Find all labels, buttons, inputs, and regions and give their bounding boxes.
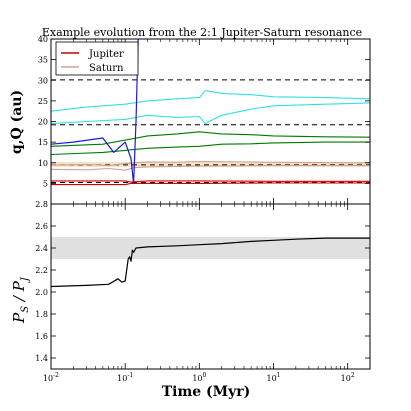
neptune-q-line (50, 102, 371, 125)
bottom-ytick-label: 1.6 (35, 332, 48, 341)
top-ytick-label: 15 (38, 138, 48, 147)
period-ratio-line (50, 237, 370, 288)
xtick-label: 101 (266, 372, 280, 383)
top-ylabel: q,Q (au) (9, 90, 25, 154)
bottom-plot-frame (50, 203, 371, 370)
legend-jupiter-label: Jupiter (88, 49, 124, 60)
bottom-ytick-label: 2.6 (35, 222, 48, 231)
legend-box (55, 41, 139, 76)
jupiter-q-line (51, 182, 370, 186)
bottom-ylabel: PS / PJ (10, 276, 31, 324)
bottom-ytick-label: 2.0 (35, 288, 48, 297)
top-panel: 5 10 15 20 25 30 35 40 (38, 35, 371, 205)
bottom-ytick-label: 2.2 (35, 266, 48, 275)
top-ytick-label: 10 (38, 159, 48, 168)
top-ytick-label: 30 (38, 76, 48, 85)
saturn-q-line (50, 165, 370, 171)
jupiter-Q-line (51, 180, 370, 183)
chart-title: Example evolution from the 2:1 Jupiter-S… (42, 26, 362, 39)
bottom-shaded-band (51, 237, 370, 259)
xtick-label: 10-1 (117, 372, 133, 383)
top-ytick-label: 25 (38, 97, 48, 106)
neptune-Q-line (50, 90, 371, 112)
xtick-label: 102 (341, 372, 355, 383)
top-ytick-label: 35 (38, 56, 48, 65)
bottom-ytick-label: 1.4 (35, 354, 48, 363)
xtick-label: 100 (192, 372, 206, 383)
saturn-Q-line (50, 160, 371, 167)
top-ytick-label: 40 (38, 35, 48, 44)
xtick-label: 10-2 (43, 372, 59, 383)
legend-saturn-label: Saturn (89, 63, 124, 74)
legend: Jupiter Saturn (55, 41, 139, 76)
top-ytick-label: 20 (38, 118, 48, 127)
uranus-q-line (50, 141, 370, 156)
bottom-panel: 1.4 1.6 1.8 2.0 2.2 2.4 2.6 2.8 10-2 10-1 100 101 10… (35, 200, 371, 383)
uranus-Q-line (50, 131, 371, 147)
bottom-ytick-label: 2.8 (35, 200, 48, 209)
top-ytick-label: 5 (43, 179, 48, 188)
ejected-planet-line (50, 38, 139, 184)
bottom-ytick-label: 2.4 (35, 244, 48, 253)
bottom-xlabel: Time (Myr) (162, 384, 251, 400)
top-shaded-band (51, 161, 370, 167)
bottom-ytick-label: 1.8 (35, 310, 48, 319)
